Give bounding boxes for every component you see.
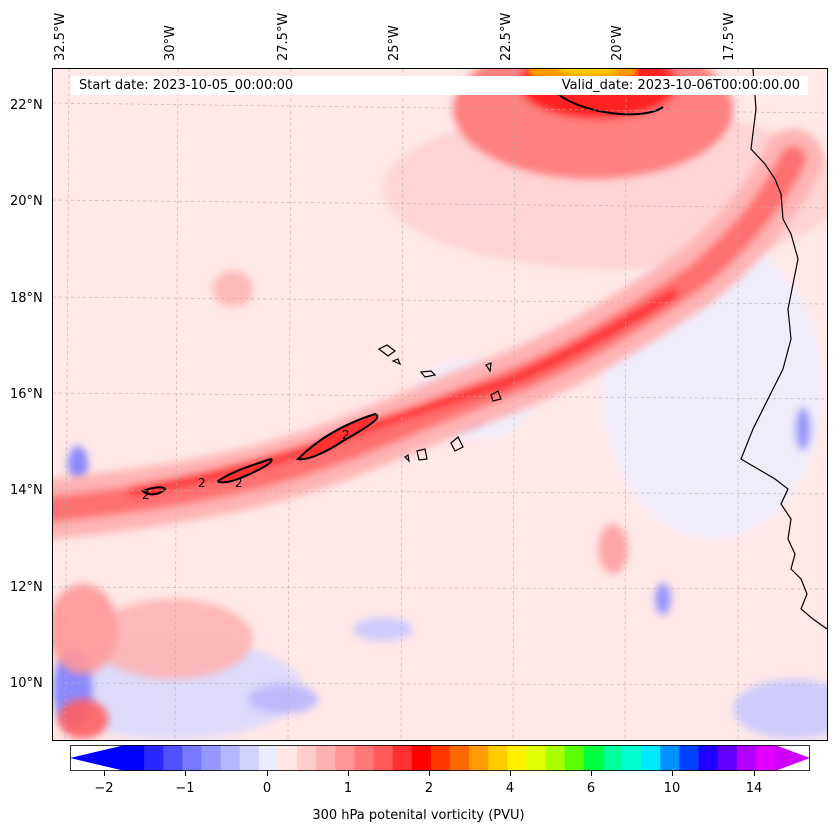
lat-label-22n: 22°N xyxy=(10,98,43,113)
colorbar-cell xyxy=(450,745,470,771)
colorbar-frame xyxy=(70,745,810,771)
pv-2-contours xyxy=(141,93,664,496)
colorbar-cell xyxy=(526,745,547,771)
lon-label-27-5w: 27.5°W xyxy=(276,12,291,61)
colorbar-cell xyxy=(622,745,642,771)
colorbar-cell xyxy=(660,745,680,771)
colorbar-cell xyxy=(736,745,757,771)
cb-tick-6: 6 xyxy=(586,781,596,796)
lon-label-17-5w: 17.5°W xyxy=(722,12,737,61)
lon-label-30w: 30°W xyxy=(163,25,178,61)
colorbar-cell xyxy=(488,745,508,771)
cb-tick-14: 14 xyxy=(745,781,763,796)
cb-tick-2: 2 xyxy=(424,781,434,796)
colorbar-cell xyxy=(297,745,317,771)
contour-label-2: 2 xyxy=(235,476,243,490)
lon-label-20w: 20°W xyxy=(610,25,625,61)
colorbar-cell xyxy=(469,745,489,771)
colorbar-cell xyxy=(373,745,394,771)
cb-tick-neg2: −2 xyxy=(94,781,114,796)
lat-label-10n: 10°N xyxy=(10,676,43,691)
cb-tickmark-5 xyxy=(429,771,430,776)
colorbar-cell xyxy=(277,745,298,771)
colorbar-cell xyxy=(564,745,585,771)
cape-verde-islands xyxy=(377,344,502,463)
cb-tickmark-7 xyxy=(591,771,592,776)
cb-tick-4: 4 xyxy=(505,781,515,796)
colorbar-cell xyxy=(698,745,719,771)
colorbar-cell xyxy=(641,745,661,771)
cb-tick-0: 0 xyxy=(262,781,272,796)
info-bar: Start date: 2023-10-05_00:00:00 Valid_da… xyxy=(71,76,808,95)
colorbar-cell xyxy=(220,745,241,771)
contour-label-3: 2 xyxy=(198,476,206,490)
cb-tick-10: 10 xyxy=(663,781,681,796)
contour-label-1: 2 xyxy=(342,428,350,442)
colorbar-cell xyxy=(411,745,432,771)
colorbar-cell xyxy=(163,745,183,771)
colorbar-cell xyxy=(239,745,260,771)
lat-label-12n: 12°N xyxy=(10,580,43,595)
colorbar-left-arrow xyxy=(70,745,125,771)
cb-tickmark-4 xyxy=(348,771,349,776)
colorbar-cell xyxy=(335,745,355,771)
colorbar-right-arrow xyxy=(775,745,810,771)
africa-coastline xyxy=(740,69,827,630)
colorbar-cell xyxy=(182,745,202,771)
cb-tickmark-1 xyxy=(104,771,105,776)
cb-tickmark-6 xyxy=(510,771,511,776)
colorbar-cell xyxy=(583,745,604,771)
colorbar-cell xyxy=(717,745,738,771)
lat-label-16n: 16°N xyxy=(10,387,43,402)
lon-label-25w: 25°W xyxy=(387,25,402,61)
lat-label-20n: 20°N xyxy=(10,194,43,209)
map-panel: 2 2 2 2 xyxy=(52,68,828,741)
lat-label-18n: 18°N xyxy=(10,291,43,306)
start-date: Start date: 2023-10-05_00:00:00 xyxy=(79,78,294,93)
colorbar-cell xyxy=(755,745,776,771)
colorbar-cell xyxy=(144,745,164,771)
lat-label-14n: 14°N xyxy=(10,483,43,498)
cb-tick-neg1: −1 xyxy=(175,781,195,796)
cb-tickmark-2 xyxy=(185,771,186,776)
gridlines xyxy=(53,69,827,740)
cb-tickmark-3 xyxy=(267,771,268,776)
contour-label-4: 2 xyxy=(142,488,150,502)
lon-label-22-5w: 22.5°W xyxy=(499,12,514,61)
valid-date: Valid_date: 2023-10-06T00:00:00.00 xyxy=(561,78,800,93)
colorbar-cells xyxy=(125,745,776,771)
colorbar-cell xyxy=(201,745,222,771)
cb-tickmark-9 xyxy=(754,771,755,776)
colorbar-cell xyxy=(258,745,279,771)
colorbar-cell xyxy=(602,745,623,771)
lon-label-32-5w: 32.5°W xyxy=(53,12,68,61)
colorbar-cell xyxy=(430,745,451,771)
colorbar xyxy=(70,745,810,771)
colorbar-cell xyxy=(392,745,413,771)
colorbar-cell xyxy=(507,745,527,771)
colorbar-cell xyxy=(125,745,145,771)
pv-field-map: 2 2 2 2 xyxy=(53,69,827,740)
colorbar-cell xyxy=(316,745,336,771)
cb-tick-1: 1 xyxy=(343,781,353,796)
colorbar-cell xyxy=(679,745,700,771)
colorbar-cell xyxy=(354,745,375,771)
cb-tickmark-8 xyxy=(672,771,673,776)
colorbar-cell xyxy=(545,745,566,771)
colorbar-label: 300 hPa potenital vorticity (PVU) xyxy=(312,808,525,823)
